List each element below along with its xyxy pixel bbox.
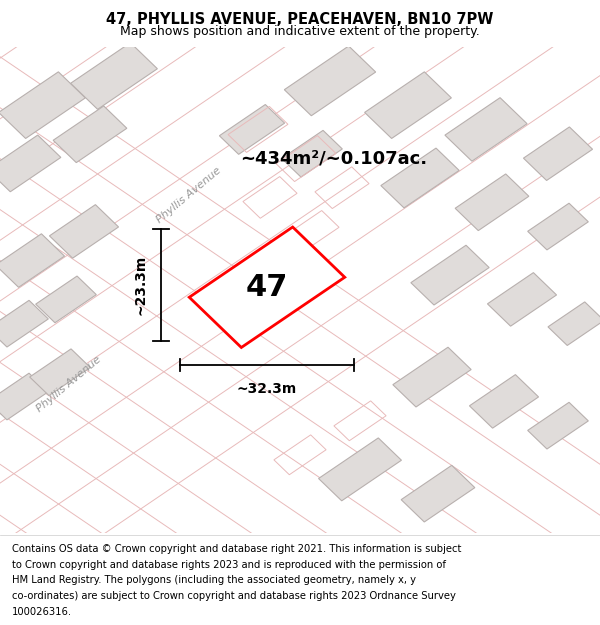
Polygon shape <box>189 227 345 348</box>
Polygon shape <box>284 46 376 116</box>
Polygon shape <box>527 402 589 449</box>
Polygon shape <box>71 42 157 109</box>
Polygon shape <box>35 276 97 322</box>
Polygon shape <box>0 72 85 139</box>
Polygon shape <box>49 204 119 258</box>
Text: to Crown copyright and database rights 2023 and is reproduced with the permissio: to Crown copyright and database rights 2… <box>12 559 446 569</box>
Polygon shape <box>469 374 539 428</box>
Text: Map shows position and indicative extent of the property.: Map shows position and indicative extent… <box>120 26 480 39</box>
Polygon shape <box>0 373 49 420</box>
Polygon shape <box>393 348 471 407</box>
Text: Phyllis Avenue: Phyllis Avenue <box>155 165 223 225</box>
Text: 47: 47 <box>246 272 288 302</box>
Text: Contains OS data © Crown copyright and database right 2021. This information is : Contains OS data © Crown copyright and d… <box>12 544 461 554</box>
Polygon shape <box>53 106 127 162</box>
Polygon shape <box>455 174 529 231</box>
Polygon shape <box>365 72 451 139</box>
Polygon shape <box>401 466 475 522</box>
Text: 47, PHYLLIS AVENUE, PEACEHAVEN, BN10 7PW: 47, PHYLLIS AVENUE, PEACEHAVEN, BN10 7PW <box>106 12 494 27</box>
Text: HM Land Registry. The polygons (including the associated geometry, namely x, y: HM Land Registry. The polygons (includin… <box>12 576 416 586</box>
Polygon shape <box>445 98 527 161</box>
Polygon shape <box>381 148 459 208</box>
Polygon shape <box>0 301 49 347</box>
Text: 100026316.: 100026316. <box>12 608 72 618</box>
Polygon shape <box>319 438 401 501</box>
Text: ~32.3m: ~32.3m <box>237 382 297 396</box>
Polygon shape <box>220 104 284 154</box>
Polygon shape <box>523 127 593 181</box>
Polygon shape <box>527 203 589 250</box>
Polygon shape <box>29 349 91 396</box>
Polygon shape <box>411 245 489 305</box>
Polygon shape <box>0 234 65 288</box>
Polygon shape <box>0 135 61 192</box>
Polygon shape <box>281 131 343 177</box>
Polygon shape <box>487 272 557 326</box>
Text: ~434m²/~0.107ac.: ~434m²/~0.107ac. <box>240 149 427 168</box>
Text: Phyllis Avenue: Phyllis Avenue <box>35 354 103 414</box>
Text: ~23.3m: ~23.3m <box>134 255 148 315</box>
Polygon shape <box>548 302 600 346</box>
Text: co-ordinates) are subject to Crown copyright and database rights 2023 Ordnance S: co-ordinates) are subject to Crown copyr… <box>12 591 456 601</box>
